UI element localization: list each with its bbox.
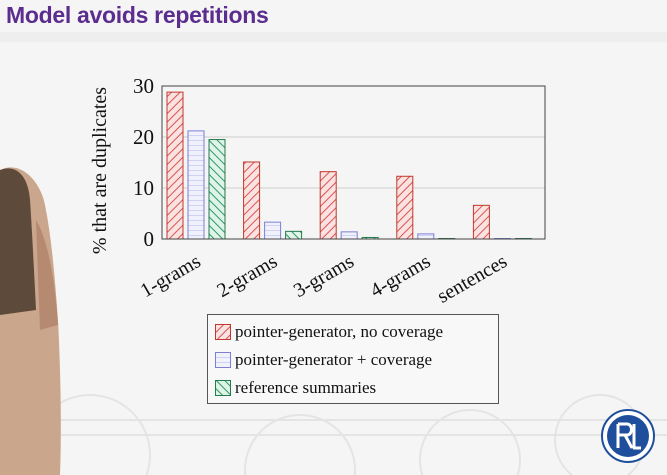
plot-frame [161, 85, 546, 240]
legend: pointer-generator, no coverage pointer-g… [207, 314, 499, 404]
bar-coverage-3-grams [340, 231, 358, 240]
bar-coverage-2-grams [264, 221, 282, 240]
bar-no-coverage-1-grams [166, 91, 184, 240]
bar-no-coverage-sentences [472, 204, 490, 240]
x-tick-labels: 1-grams 2-grams 3-grams 4-grams sentences [137, 250, 511, 307]
y-ticks: 0 10 20 30 [133, 74, 154, 251]
legend-item-coverage: pointer-generator + coverage [215, 346, 498, 374]
bar-coverage-4-grams [417, 233, 435, 240]
y-tick-label: 30 [133, 74, 154, 98]
legend-swatch-reference [215, 380, 231, 396]
legend-label: pointer-generator, no coverage [235, 322, 444, 341]
x-tick-label: 3-grams [290, 250, 358, 302]
bars [166, 91, 532, 240]
bar-reference-2-grams [285, 230, 303, 240]
legend-label: pointer-generator + coverage [235, 350, 433, 369]
presenter-figure [0, 167, 61, 475]
bar-no-coverage-4-grams [396, 175, 414, 240]
legend-swatch-no-coverage [215, 324, 231, 340]
y-axis-label: % that are duplicates [89, 87, 111, 254]
bar-coverage-1-grams [187, 130, 205, 240]
slide-title: Model avoids repetitions [6, 2, 269, 28]
y-tick-label: 10 [133, 176, 154, 200]
y-tick-label: 20 [133, 125, 154, 149]
x-tick-label: 2-grams [213, 250, 281, 302]
legend-swatch-coverage [215, 352, 231, 368]
legend-item-reference: reference summaries [215, 374, 498, 402]
bar-no-coverage-2-grams [243, 161, 261, 240]
x-tick-label: 4-grams [367, 250, 435, 302]
x-tick-label: 1-grams [137, 250, 205, 302]
y-tick-label: 0 [144, 227, 155, 251]
bar-no-coverage-3-grams [319, 171, 337, 240]
x-tick-label: sentences [434, 250, 512, 307]
legend-label: reference summaries [235, 378, 377, 397]
bar-reference-1-grams [208, 139, 226, 240]
hse-logo-icon [601, 409, 655, 463]
legend-item-no-coverage: pointer-generator, no coverage [215, 318, 498, 346]
